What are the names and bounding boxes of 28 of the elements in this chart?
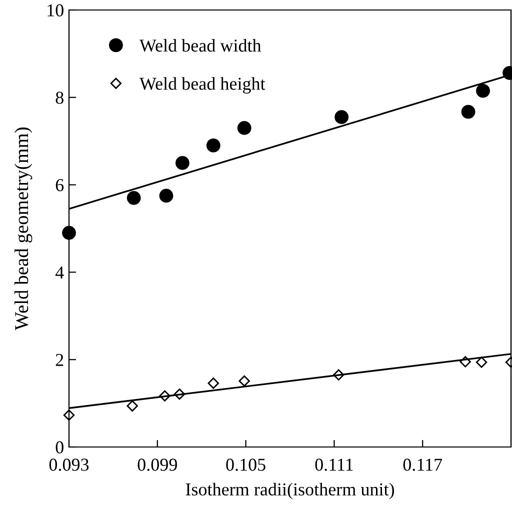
point [334,110,349,124]
x-axis-title: Isotherm radii(isotherm unit) [186,482,394,500]
point [237,121,252,135]
point [476,84,490,98]
point [476,356,488,368]
point [62,226,76,240]
y-tick-label: 8 [56,92,64,104]
point [126,190,141,205]
x-tick-label: 0.111 [315,458,353,471]
point [159,188,174,203]
y-tick-label: 4 [55,266,64,278]
x-tick-label: 0.105 [226,458,266,471]
y-tick-label: 10 [48,4,64,16]
point [461,104,476,119]
x-tick-label: 0.093 [49,458,89,471]
point [208,378,219,389]
point [176,156,190,170]
y-tick-label: 2 [56,354,64,366]
y-tick-label: 6 [56,179,64,192]
y-axis-title: Weld bead geometry(mm) [14,128,32,330]
x-tick-label: 0.117 [403,458,442,471]
y-tick-label: 0 [56,441,64,454]
point [238,375,250,387]
point [206,138,220,152]
x-tick-label: 0.099 [138,458,177,471]
legend-label: Weld bead height [139,77,266,94]
legend-label: Weld bead width [139,39,262,52]
point [126,400,138,412]
